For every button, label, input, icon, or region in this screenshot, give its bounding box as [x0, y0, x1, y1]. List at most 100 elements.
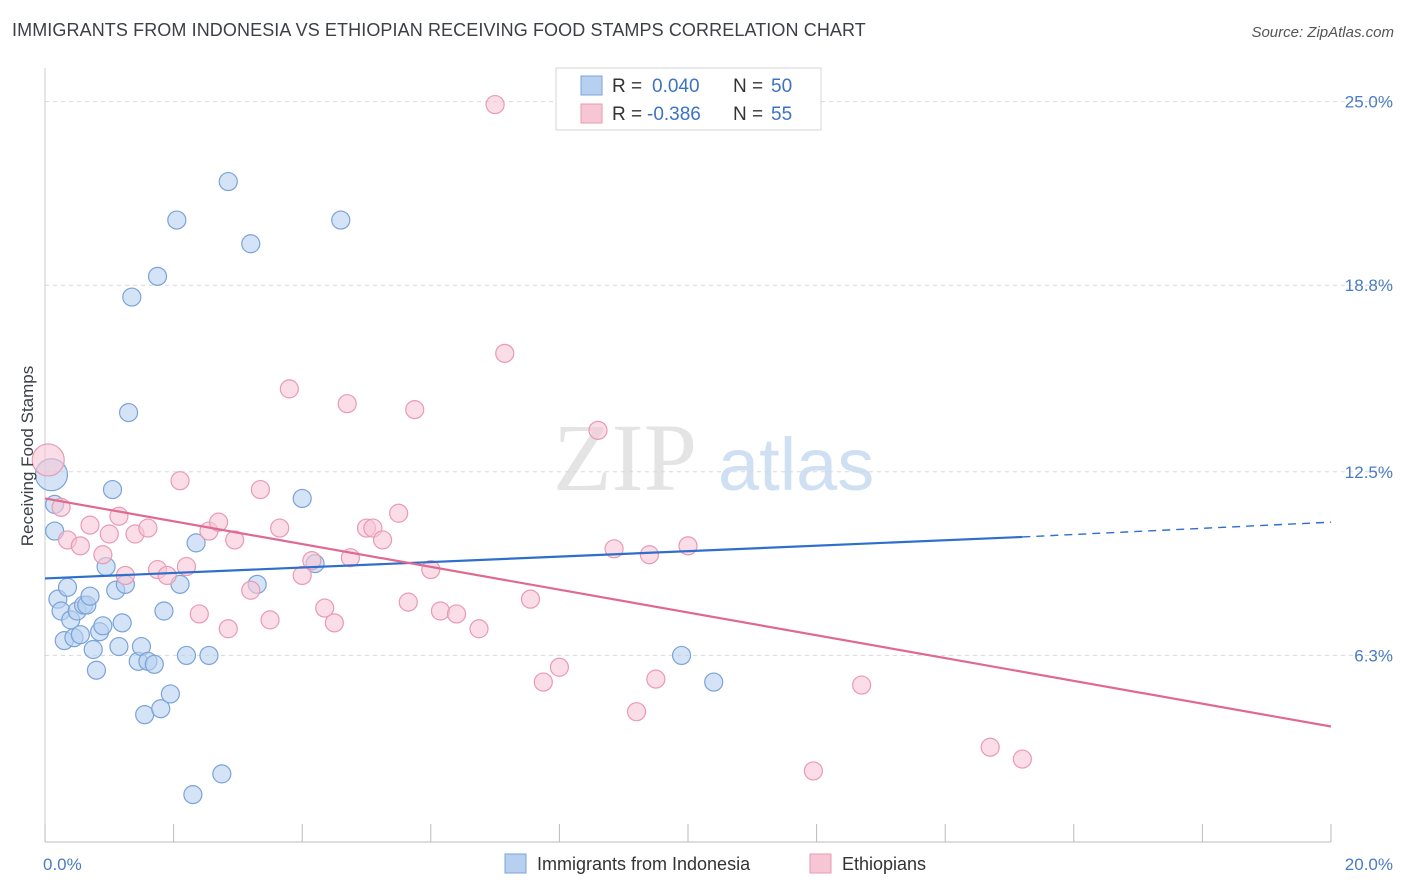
indonesia-point [118, 402, 139, 423]
legend-n-value-1: 50 [771, 76, 792, 97]
indonesia-point [176, 645, 197, 666]
chart-title: IMMIGRANTS FROM INDONESIA VS ETHIOPIAN R… [12, 20, 866, 40]
legend-r-label-2: R = [612, 104, 642, 125]
bottom-legend-label-indonesia: Immigrants from Indonesia [537, 854, 751, 874]
watermark-atlas: atlas [718, 423, 874, 506]
ethiopian-point [176, 556, 197, 577]
ethiopian-point [405, 400, 425, 420]
ethiopian-point [250, 479, 271, 500]
ethiopian-point [315, 598, 335, 618]
indonesia-point [80, 586, 100, 606]
legend-n-value-2: 55 [771, 104, 792, 125]
ethiopian-point [469, 619, 489, 639]
indonesia-point [199, 645, 219, 666]
ethiopian-point [99, 524, 119, 544]
indonesia-point [151, 699, 171, 719]
indonesia-point [671, 645, 692, 666]
indonesia-trend-extension [1022, 521, 1332, 538]
y-tick-label: 18.8% [1345, 276, 1393, 295]
series-ethiopians [31, 94, 1032, 781]
indonesia-point [292, 488, 312, 509]
legend-n-label-1: N = [733, 76, 763, 97]
y-axis-title: Receiving Food Stamps [18, 366, 37, 546]
ethiopian-point [218, 619, 238, 639]
indonesia-point [83, 639, 103, 660]
ethiopian-point [639, 545, 660, 565]
x-tick-label: 0.0% [43, 855, 82, 874]
y-tick-label: 6.3% [1354, 646, 1393, 665]
ethiopian-point [430, 601, 451, 621]
indonesia-point [109, 636, 129, 657]
legend-swatch-blue [580, 75, 603, 96]
ethiopian-point [260, 610, 280, 630]
ethiopian-point [70, 536, 90, 556]
indonesia-point [135, 705, 155, 725]
indonesia-point [704, 672, 724, 692]
ethiopian-point [549, 657, 570, 677]
indonesia-point [218, 171, 238, 192]
bottom-legend-swatch-blue [504, 853, 527, 874]
indonesia-trend-line [44, 535, 1023, 580]
ethiopian-point [485, 94, 505, 115]
watermark-zip: ZIP [553, 404, 697, 511]
legend-r-label-1: R = [612, 76, 642, 97]
ethiopian-point [520, 589, 541, 609]
ethiopian-point [803, 761, 823, 781]
indonesia-point [183, 785, 203, 805]
ethiopian-point [31, 443, 65, 477]
indonesia-point [112, 613, 132, 633]
indonesia-point [154, 601, 174, 621]
legend-r-value-1: 0.040 [652, 76, 700, 97]
indonesia-point [331, 210, 351, 230]
ethiopian-point [209, 512, 229, 532]
ethiopian-point [337, 394, 357, 414]
ethiopian-point [852, 675, 872, 695]
bottom-legend-label-ethiopians: Ethiopians [842, 854, 926, 874]
ethiopian-point [189, 604, 209, 624]
indonesia-point [160, 684, 180, 704]
source-label: Source: ZipAtlas.com [1251, 24, 1394, 41]
indonesia-point [122, 287, 142, 307]
ethiopian-point [241, 580, 261, 600]
indonesia-point [186, 533, 206, 553]
ethiopian-point [389, 503, 409, 523]
ethiopian-point [588, 420, 608, 440]
trend-lines [44, 497, 1332, 728]
ethiopian-point [302, 551, 322, 571]
ethiopian-point [646, 669, 666, 689]
indonesia-point [147, 266, 168, 286]
bottom-legend-swatch-pink [809, 853, 832, 874]
ethiopian-point [1012, 749, 1032, 769]
legend-n-label-2: N = [733, 104, 763, 125]
ethiopian-point [980, 737, 1000, 757]
ethiopian-point [398, 592, 418, 612]
y-tick-label: 12.5% [1345, 463, 1393, 482]
indonesia-point [57, 577, 78, 597]
legend-r-value-2: -0.386 [647, 104, 701, 125]
ethiopian-point [270, 518, 290, 538]
ethiopian-point [446, 604, 467, 624]
indonesia-point [93, 616, 113, 636]
indonesia-point [212, 764, 232, 784]
indonesia-point [144, 654, 164, 674]
ethiopian-point [533, 672, 553, 692]
ethiopian-point [170, 471, 190, 491]
ethiopian-point [279, 379, 299, 399]
y-tick-label: 25.0% [1345, 93, 1393, 112]
indonesia-point [102, 479, 123, 500]
x-tick-label: 20.0% [1345, 855, 1393, 874]
ethiopian-point [225, 530, 245, 550]
indonesia-point [167, 210, 187, 230]
bottom-legend: Immigrants from Indonesia Ethiopians [504, 853, 926, 874]
indonesia-point [86, 660, 107, 680]
ethiopian-point [138, 518, 158, 538]
indonesia-point [241, 234, 261, 254]
ethiopian-point [626, 702, 647, 722]
gridlines [45, 101, 1392, 656]
ethiopian-point [372, 530, 393, 550]
ethiopian-point [324, 613, 344, 633]
indonesia-point [70, 625, 90, 645]
legend: R = 0.040 N = 50 R = -0.386 N = 55 [555, 67, 822, 131]
ethiopian-point [495, 343, 515, 363]
